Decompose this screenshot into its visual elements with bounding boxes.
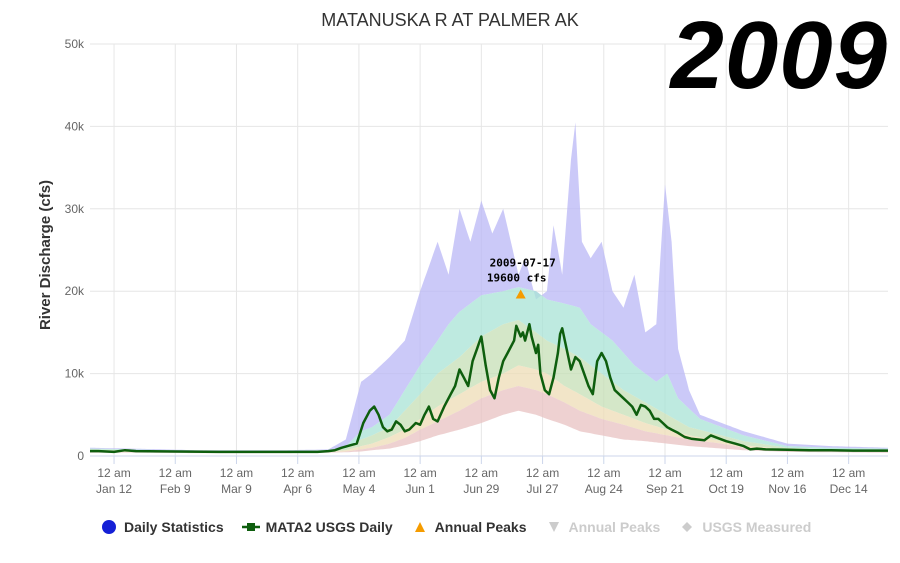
x-tick-date: Nov 16: [768, 482, 806, 496]
y-tick-label: 10k: [65, 367, 85, 381]
triangle-up-icon: [414, 522, 425, 532]
triangle-down-icon: [548, 522, 559, 532]
band-max-90: [90, 122, 888, 452]
x-tick-date: Aug 24: [585, 482, 623, 496]
x-tick-time: 12 am: [281, 466, 314, 480]
y-tick-label: 30k: [65, 202, 85, 216]
x-tick-time: 12 am: [648, 466, 681, 480]
x-tick-date: Oct 19: [709, 482, 745, 496]
y-tick-label: 0: [77, 449, 84, 463]
usgs-daily-series[interactable]: [90, 322, 888, 454]
diamond-icon: [682, 522, 693, 532]
legend-label: Daily Statistics: [124, 519, 224, 535]
y-axis: 0 10k 20k 30k 40k 50k: [65, 37, 85, 463]
x-tick-date: Dec 14: [830, 482, 868, 496]
legend-item-daily-statistics[interactable]: Daily Statistics: [100, 519, 224, 535]
legend-label: USGS Measured: [702, 519, 812, 535]
statistics-bands: [90, 122, 888, 454]
y-tick-label: 50k: [65, 37, 85, 51]
legend-item-annual-peaks[interactable]: Annual Peaks: [411, 519, 527, 535]
circle-icon: [102, 520, 116, 534]
x-tick-date: Mar 9: [221, 482, 252, 496]
peak-value-label: 19600 cfs: [487, 271, 547, 284]
x-tick-date: May 4: [343, 482, 376, 496]
peak-date-label: 2009-07-17: [490, 256, 556, 269]
x-tick-time: 12 am: [710, 466, 743, 480]
band-10-min: [90, 386, 888, 454]
year-badge: 2009: [670, 2, 888, 109]
x-tick-time: 12 am: [97, 466, 130, 480]
x-tick-time: 12 am: [526, 466, 559, 480]
x-tick-time: 12 am: [465, 466, 498, 480]
x-axis: 12 am Jan 12 12 am Feb 9 12 am Mar 9 12 am Apr …: [90, 455, 888, 496]
legend-label: Annual Peaks: [434, 519, 527, 535]
x-tick-date: Sep 21: [646, 482, 684, 496]
legend-item-mata2-usgs-daily[interactable]: MATA2 USGS Daily: [241, 519, 393, 535]
x-tick-date: Jun 29: [463, 482, 499, 496]
band-75-25: [90, 320, 888, 453]
chart-title: MATANUSKA R AT PALMER AK: [321, 10, 578, 30]
x-tick-time: 12 am: [832, 466, 865, 480]
legend-item-usgs-measured[interactable]: USGS Measured: [678, 519, 811, 535]
x-tick-time: 12 am: [220, 466, 253, 480]
y-tick-label: 20k: [65, 284, 85, 298]
x-tick-time: 12 am: [403, 466, 436, 480]
x-tick-time: 12 am: [342, 466, 375, 480]
x-tick-date: Jun 1: [405, 482, 435, 496]
annual-peak-marker[interactable]: 2009-07-17 19600 cfs: [487, 256, 556, 299]
x-tick-time: 12 am: [587, 466, 620, 480]
annual-peak-triangle[interactable]: [515, 289, 526, 299]
x-tick-date: Jul 27: [527, 482, 559, 496]
x-tick-date: Feb 9: [160, 482, 191, 496]
y-axis-label: River Discharge (cfs): [37, 180, 54, 330]
legend-label: MATA2 USGS Daily: [265, 519, 393, 535]
x-tick-time: 12 am: [771, 466, 804, 480]
x-tick-date: Apr 6: [283, 482, 312, 496]
x-tick-date: Jan 12: [96, 482, 132, 496]
square-line-icon: [241, 523, 260, 531]
y-tick-label: 40k: [65, 119, 85, 133]
band-90-75: [90, 287, 888, 452]
legend-label: Annual Peaks: [568, 519, 661, 535]
usgs-daily-line[interactable]: [90, 322, 888, 454]
x-tick-time: 12 am: [159, 466, 192, 480]
legend-item-annual-peaks[interactable]: Annual Peaks: [545, 519, 661, 535]
chart-legend: Daily Statistics MATA2 USGS Daily Annual P…: [100, 519, 811, 535]
